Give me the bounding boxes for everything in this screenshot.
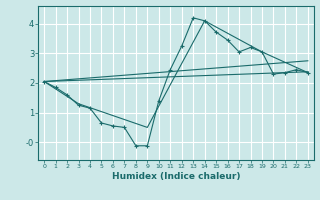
X-axis label: Humidex (Indice chaleur): Humidex (Indice chaleur) [112,172,240,181]
